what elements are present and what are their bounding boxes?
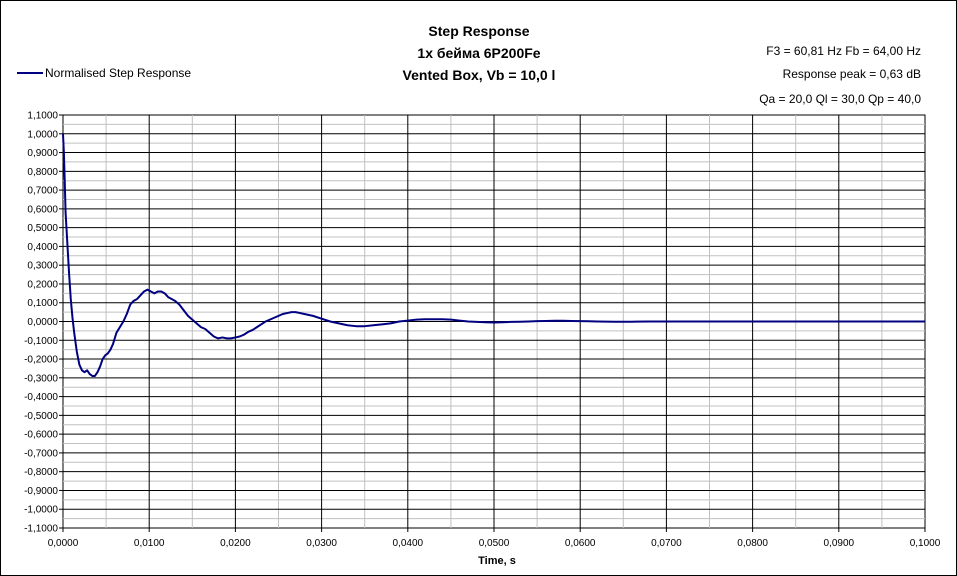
x-tick-label: 0,0100 [134, 538, 165, 549]
x-tick-label: 0,0300 [306, 538, 337, 549]
y-tick-label: 0,1000 [27, 298, 58, 309]
y-tick-label: -0,5000 [24, 411, 58, 422]
chart-title-line-3: Vented Box, Vb = 10,0 l [403, 67, 556, 83]
y-tick-label: 1,1000 [27, 111, 58, 122]
x-tick-label: 0,0900 [824, 538, 855, 549]
x-tick-label: 0,0000 [48, 538, 79, 549]
y-tick-label: -1,1000 [24, 524, 58, 535]
x-tick-label: 0,0700 [651, 538, 682, 549]
y-tick-label: 1,0000 [27, 129, 58, 140]
y-tick-label: -0,3000 [24, 373, 58, 384]
info-line-f3-fb: F3 = 60,81 Hz Fb = 64,00 Hz [766, 44, 921, 58]
y-tick-label: -0,7000 [24, 448, 58, 459]
y-tick-label: 0,2000 [27, 279, 58, 290]
legend: Normalised Step Response [17, 66, 191, 80]
chart-title-line-1: Step Response [428, 23, 529, 39]
info-line-q-values: Qa = 20,0 Ql = 30,0 Qp = 40,0 [759, 92, 921, 106]
x-tick-label: 0,0500 [479, 538, 510, 549]
speaker-info: F3 = 60,81 Hz Fb = 64,00 Hz Response pea… [759, 44, 921, 106]
major-gridlines [63, 115, 925, 528]
y-tick-label: 0,5000 [27, 223, 58, 234]
y-tick-label: -1,0000 [24, 505, 58, 516]
y-tick-label: 0,3000 [27, 261, 58, 272]
y-axis-ticks: 1,1000 1,0000 0,9000 0,8000 0,7000 0,6000 0,50… [24, 111, 63, 535]
x-tick-label: 0,1000 [910, 538, 941, 549]
y-tick-label: -0,9000 [24, 486, 58, 497]
legend-label: Normalised Step Response [45, 66, 191, 80]
x-tick-label: 0,0400 [393, 538, 424, 549]
x-axis-ticks: 0,0000 0,0100 0,0200 0,0300 0,0400 0,0500 0,06… [48, 528, 941, 549]
y-tick-label: 0,6000 [27, 204, 58, 215]
x-axis-title: Time, s [478, 555, 516, 567]
series-line-normalised-step-response [62, 133, 925, 377]
y-tick-label: 0,0000 [27, 317, 58, 328]
x-tick-label: 0,0600 [565, 538, 596, 549]
chart-title: Step Response 1x бейма 6P200Fe Vented Bo… [403, 23, 556, 83]
x-tick-label: 0,0800 [737, 538, 768, 549]
y-tick-label: -0,4000 [24, 392, 58, 403]
y-tick-label: 0,8000 [27, 167, 58, 178]
x-tick-label: 0,0200 [220, 538, 251, 549]
y-tick-label: -0,6000 [24, 430, 58, 441]
y-tick-label: -0,1000 [24, 336, 58, 347]
y-tick-label: 0,4000 [27, 242, 58, 253]
chart-title-line-2: 1x бейма 6P200Fe [417, 45, 540, 61]
y-tick-label: 0,9000 [27, 148, 58, 159]
y-tick-label: -0,2000 [24, 355, 58, 366]
y-tick-label: 0,7000 [27, 186, 58, 197]
info-line-response-peak: Response peak = 0,63 dB [783, 67, 921, 81]
y-tick-label: -0,8000 [24, 467, 58, 478]
